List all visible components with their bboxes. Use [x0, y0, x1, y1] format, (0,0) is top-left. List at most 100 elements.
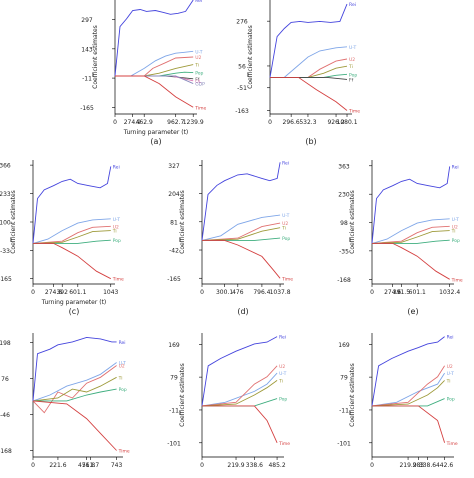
series-end-label: Ti [451, 229, 456, 235]
x-tick-label: 221.6 [49, 462, 66, 469]
series-end-label: Pop [195, 71, 203, 77]
panel-label: (e) [407, 307, 418, 316]
y-axis-title: Coefficient estimates [349, 190, 356, 254]
series-end-label: Rei [113, 164, 120, 170]
y-tick-label: 56 [238, 63, 246, 70]
series-line-time [33, 242, 112, 280]
y-tick-label: 366 [0, 163, 11, 170]
series-end-label: Rei [282, 160, 289, 166]
y-tick-label: 143 [81, 46, 93, 53]
x-tick-label: 442.6 [436, 462, 453, 469]
series-end-label: Rei [447, 335, 454, 341]
y-tick-label: 233 [0, 191, 11, 198]
y-tick-label: -163 [235, 108, 249, 115]
series-line-u2 [115, 56, 194, 77]
panel-label: (d) [237, 307, 248, 316]
y-tick-label: 98 [340, 220, 348, 227]
y-tick-label: -168 [337, 277, 351, 284]
series-line-time [202, 405, 278, 443]
x-tick-label: 0 [113, 119, 117, 126]
x-axis-title: Turning parameter (t) [123, 129, 189, 136]
x-tick-label: 219.9 [227, 462, 244, 469]
series-end-label: Pop [279, 397, 287, 403]
x-tick-label: 1080.1 [337, 119, 358, 126]
y-tick-label: -165 [80, 105, 94, 112]
series-line-u-t [32, 218, 111, 244]
series-line-rei [371, 166, 451, 244]
series-line-u2 [371, 365, 445, 407]
y-tick-label: -168 [0, 448, 12, 455]
series-line-pop [33, 388, 117, 402]
series-end-label: Ff [195, 77, 200, 83]
series-end-label: Ti [112, 229, 117, 235]
series-line-u2 [32, 365, 117, 414]
series-end-label: U2 [113, 224, 119, 230]
x-tick-label: 219.9 [399, 462, 416, 469]
y-tick-label: 363 [338, 163, 350, 170]
y-tick-label: 79 [170, 375, 178, 382]
series-line-u-t [115, 50, 194, 77]
series-line-ti [371, 230, 450, 244]
series-line-rei [32, 336, 117, 401]
x-tick-label: 0 [370, 289, 374, 296]
y-axis-title: Coefficient estimates [349, 363, 356, 427]
x-tick-label: 338.6 [246, 462, 263, 469]
series-line-rei [201, 162, 281, 241]
y-tick-label: 198 [0, 340, 11, 347]
series-end-label: U2 [447, 364, 453, 370]
series-line-pop [33, 239, 111, 244]
series-line-u2 [32, 225, 111, 244]
panel-label: (b) [305, 137, 316, 146]
x-tick-label: 476 [232, 289, 244, 296]
y-tick-label: 327 [168, 163, 180, 170]
series-end-label: Time [194, 105, 206, 111]
series-line-time [372, 242, 450, 280]
y-tick-label: 169 [168, 342, 180, 349]
series-line-rei [371, 336, 445, 406]
series-end-label: U2 [279, 364, 285, 370]
x-tick-label: 392 [56, 289, 68, 296]
x-tick-label: 476.8 [78, 462, 95, 469]
series-line-time [32, 400, 117, 451]
y-tick-label: -11 [169, 407, 179, 414]
y-tick-label: -165 [0, 276, 12, 283]
series-end-label: Ff [349, 77, 354, 83]
series-line-u-t [371, 218, 450, 244]
x-tick-label: 601.1 [409, 289, 426, 296]
series-end-label: U2 [195, 55, 201, 61]
series-line-u2 [201, 222, 281, 241]
y-tick-label: 81 [170, 219, 178, 226]
series-end-label: Time [348, 109, 360, 115]
series-end-label: GDP [195, 82, 205, 88]
series-line-ti [371, 380, 445, 407]
series-end-label: Rei [195, 0, 202, 4]
series-end-label: Ti [281, 226, 286, 232]
x-tick-label: 283 [413, 462, 425, 469]
y-axis-title: Coefficient estimates [179, 363, 186, 427]
series-end-label: Pop [452, 238, 460, 244]
series-end-label: U2 [349, 57, 355, 63]
y-tick-label: -42 [169, 248, 179, 255]
chart-panel: 169 79 -11 -101 0 219.9 338.6 485.2 Coefficient … [167, 333, 290, 469]
series-end-label: Rei [349, 2, 356, 8]
y-tick-label: 169 [338, 342, 350, 349]
series-line-u-t [371, 372, 445, 407]
x-tick-label: 511.7 [82, 462, 99, 469]
series-end-label: U2 [282, 221, 288, 227]
series-line-ti [115, 64, 194, 77]
series-end-label: Time [118, 449, 130, 455]
series-end-label: Ti [118, 375, 123, 381]
series-line-rei [32, 166, 112, 244]
y-tick-label: 76 [1, 376, 9, 383]
series-end-label: Pop [113, 238, 121, 244]
series-line-u-t [201, 214, 281, 241]
series-end-label: Time [112, 277, 124, 283]
series-line-rei [269, 3, 348, 78]
series-end-label: U2 [119, 363, 125, 369]
series-end-label: Pop [282, 236, 290, 242]
series-end-label: Ti [194, 63, 199, 69]
series-end-label: Time [451, 277, 463, 283]
